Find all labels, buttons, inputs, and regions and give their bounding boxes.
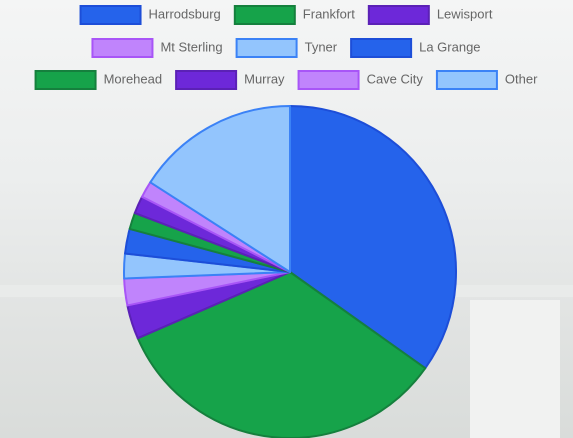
legend-swatch [435, 70, 498, 90]
legend-swatch [233, 5, 296, 25]
legend-swatch [350, 38, 413, 58]
legend-label: Tyner [305, 39, 338, 54]
legend-label: Cave City [367, 71, 424, 86]
pie-slice [149, 105, 291, 273]
legend-label: Murray [244, 71, 285, 86]
legend-swatch [367, 5, 430, 25]
legend-label: Frankfort [303, 6, 355, 21]
legend-label: La Grange [419, 39, 480, 54]
legend-label: Harrodsburg [149, 6, 221, 21]
legend-swatch [175, 70, 238, 90]
legend-swatch [297, 70, 360, 90]
background-door [470, 300, 560, 438]
legend-label: Morehead [104, 71, 163, 86]
legend-swatch [235, 38, 298, 58]
pie-slice [136, 271, 427, 438]
legend-swatch [79, 5, 142, 25]
pie-slice [289, 105, 457, 370]
legend-label: Mt Sterling [160, 39, 222, 54]
legend-swatch [91, 38, 154, 58]
legend-label: Other [505, 71, 538, 86]
legend-label: Lewisport [437, 6, 493, 21]
legend-swatch [34, 70, 97, 90]
